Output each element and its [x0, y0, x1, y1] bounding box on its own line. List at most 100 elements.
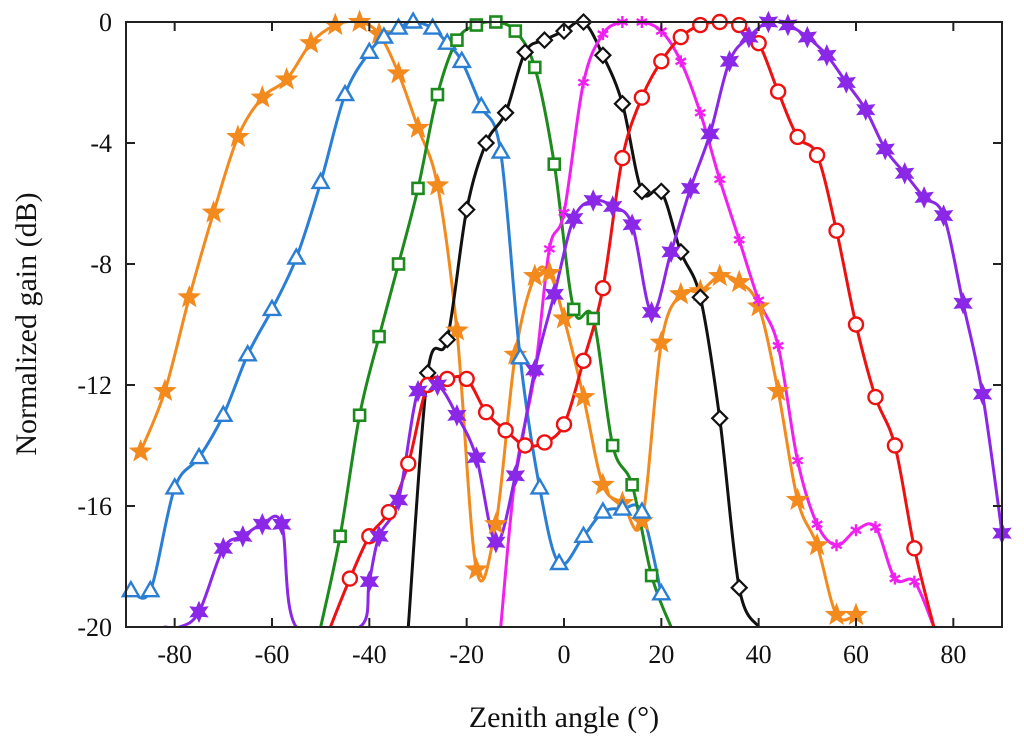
data-point [731, 16, 748, 34]
data-point [380, 503, 397, 521]
data-point [427, 373, 448, 397]
data-point [694, 106, 707, 119]
data-point [164, 476, 185, 495]
data-point [516, 43, 535, 62]
series-markers-7 [189, 10, 1012, 624]
data-point [602, 195, 623, 218]
data-point [510, 346, 531, 365]
marker-stroke [713, 175, 726, 184]
data-point [933, 204, 954, 227]
marker-stroke [850, 526, 862, 535]
data-point [323, 12, 348, 36]
data-point [477, 404, 495, 421]
data-point [391, 257, 406, 271]
data-point [237, 343, 258, 362]
data-point [386, 60, 411, 84]
data-point [836, 71, 856, 94]
data-point [633, 89, 651, 106]
data-point [464, 557, 489, 580]
data-point [352, 408, 367, 423]
data-point [869, 521, 882, 534]
data-point [875, 137, 895, 161]
data-point [388, 488, 409, 512]
series-markers-2 [120, 11, 672, 601]
data-point [299, 30, 323, 54]
data-point [153, 378, 177, 402]
data-point [140, 579, 161, 598]
data-point [496, 103, 515, 122]
data-point [573, 525, 594, 543]
data-point [791, 454, 804, 467]
data-point [713, 173, 726, 186]
data-point [177, 284, 202, 308]
data-point [592, 501, 614, 519]
data-point [543, 242, 556, 255]
marker-stroke [577, 78, 590, 87]
data-point [422, 17, 443, 35]
data-point [400, 455, 417, 472]
data-point [508, 24, 523, 38]
marker-stroke [558, 208, 570, 217]
data-point [824, 602, 849, 625]
marker-stroke [889, 574, 901, 583]
data-point [612, 498, 633, 516]
y-axis-title: Normalized gain (dB) [10, 192, 43, 455]
series-line-7 [163, 22, 1002, 627]
data-point [341, 570, 359, 587]
data-point [692, 16, 709, 34]
data-point [445, 318, 469, 341]
data-point [490, 141, 511, 159]
data-point [828, 222, 845, 239]
data-point [653, 53, 670, 70]
data-point [564, 207, 584, 230]
data-point [425, 172, 450, 196]
data-point [805, 532, 829, 556]
series-markers-5 [509, 16, 921, 588]
data-point [536, 434, 553, 451]
data-point [497, 422, 514, 439]
data-point [466, 446, 487, 469]
data-point [632, 182, 651, 201]
marker-stroke [869, 523, 882, 532]
tick-layer: -80 -60 -40 -20 0 20 40 60 80 0 -4 -8 -12 -16 -20 [77, 8, 1002, 669]
data-point [549, 552, 570, 571]
data-point [286, 247, 307, 265]
data-point [571, 384, 596, 408]
marker-stroke [655, 27, 668, 36]
data-point [641, 301, 662, 324]
data-point [789, 128, 806, 146]
data-point [201, 200, 226, 223]
data-point [727, 269, 752, 293]
marker-stroke [694, 108, 707, 117]
data-point [477, 133, 496, 153]
data-point [797, 25, 818, 49]
x-tick-label: 40 [746, 640, 772, 669]
data-point [769, 83, 787, 100]
data-point [772, 339, 784, 352]
data-point [128, 439, 153, 462]
marker-stroke [733, 235, 745, 244]
data-point [408, 379, 428, 403]
data-point [597, 28, 609, 41]
data-point [272, 512, 292, 536]
series-markers-4 [418, 12, 749, 597]
marker-stroke [908, 577, 921, 586]
series-line-4 [406, 22, 761, 627]
x-tick-label: 20 [648, 640, 674, 669]
data-point [458, 370, 475, 388]
data-point [450, 33, 464, 47]
x-tick-label: -60 [255, 640, 290, 669]
data-point [359, 570, 380, 593]
marker-stroke [597, 30, 609, 39]
data-point [586, 311, 601, 326]
data-point [766, 378, 790, 402]
data-point [213, 404, 234, 422]
data-point [566, 302, 581, 317]
x-axis-title: Zenith angle (°) [469, 701, 659, 734]
data-point [438, 330, 457, 349]
data-point [457, 200, 476, 219]
x-tick-label: -20 [449, 640, 484, 669]
data-point [668, 281, 693, 305]
data-point [486, 531, 506, 554]
